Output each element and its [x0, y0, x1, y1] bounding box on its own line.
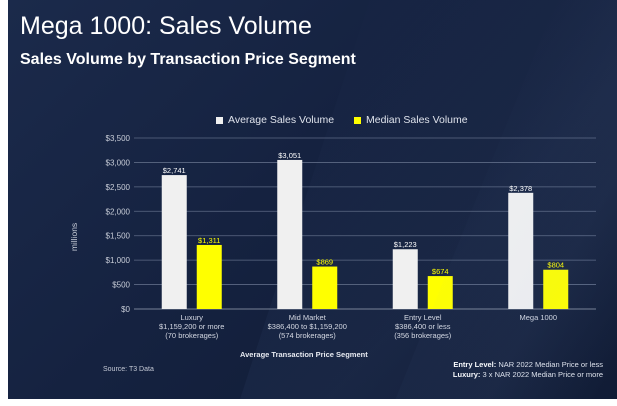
- legend-item-median: Median Sales Volume: [354, 114, 468, 126]
- definition-label: Luxury:: [452, 370, 481, 379]
- bar-average: [161, 175, 187, 309]
- data-label: $3,051: [278, 151, 301, 160]
- x-tick-label: Luxury: [180, 313, 203, 322]
- data-label: $1,223: [394, 240, 417, 249]
- y-tick-label: $2,500: [106, 183, 131, 192]
- legend-label-average: Average Sales Volume: [228, 114, 335, 126]
- legend-swatch-average: [216, 116, 223, 124]
- x-tick-label: Mid Market: [289, 313, 327, 322]
- y-tick-label: $1,500: [106, 232, 131, 241]
- definition-text: 3 x NAR 2022 Median Price or more: [482, 370, 603, 379]
- definition-entry-level: Entry Level: NAR 2022 Median Price or le…: [453, 360, 603, 370]
- definition-text: NAR 2022 Median Price or less: [498, 360, 603, 369]
- legend-label-median: Median Sales Volume: [366, 114, 468, 126]
- definition-luxury: Luxury: 3 x NAR 2022 Median Price or mor…: [453, 370, 603, 380]
- page-subtitle: Sales Volume by Transaction Price Segmen…: [20, 51, 356, 68]
- y-tick-label: $3,500: [106, 134, 131, 143]
- data-label: $2,741: [163, 166, 186, 175]
- bar-average: [277, 159, 303, 309]
- legend-swatch-median: [354, 116, 362, 124]
- bar-average: [508, 192, 534, 309]
- y-tick-label: $2,000: [106, 207, 131, 216]
- data-label: $804: [547, 261, 564, 270]
- data-label: $1,311: [198, 236, 220, 245]
- x-tick-label: $1,159,200 or more: [159, 322, 224, 331]
- bar-median: [427, 276, 453, 309]
- x-tick-label: (70 brokerages): [165, 331, 218, 340]
- data-label: $674: [432, 267, 449, 276]
- bar-median: [196, 244, 222, 309]
- bar-median: [312, 266, 338, 309]
- x-tick-label: Entry Level: [404, 313, 442, 322]
- bar-chart: $0 $500 $1,000 $1,500 $2,000 $2,500 $3,000 $3,5…: [106, 134, 596, 340]
- y-tick-label: $500: [112, 281, 130, 290]
- source-note: Source: T3 Data: [103, 366, 154, 373]
- data-label: $2,378: [509, 184, 532, 193]
- chart-legend: Average Sales Volume Median Sales Volume: [216, 114, 468, 126]
- slide-background: Mega 1000: Sales Volume Sales Volume by …: [8, 0, 617, 399]
- page-title: Mega 1000: Sales Volume: [20, 12, 312, 40]
- y-tick-label: $1,000: [106, 256, 131, 265]
- bar-average: [392, 249, 418, 309]
- x-tick-label: $386,400 or less: [395, 322, 451, 331]
- x-axis-title: Average Transaction Price Segment: [240, 350, 368, 359]
- definition-label: Entry Level:: [453, 360, 497, 369]
- data-label: $869: [316, 258, 333, 267]
- legend-item-average: Average Sales Volume: [216, 114, 334, 126]
- x-tick-label: Mega 1000: [519, 313, 557, 322]
- x-tick-label: (574 brokerages): [279, 331, 337, 340]
- bar-median: [543, 269, 569, 309]
- definitions-note: Entry Level: NAR 2022 Median Price or le…: [453, 360, 603, 380]
- y-tick-label: $0: [121, 305, 130, 314]
- x-tick-label: (356 brokerages): [394, 331, 452, 340]
- x-tick-label: $386,400 to $1,159,200: [268, 322, 347, 331]
- y-tick-label: $3,000: [106, 158, 131, 167]
